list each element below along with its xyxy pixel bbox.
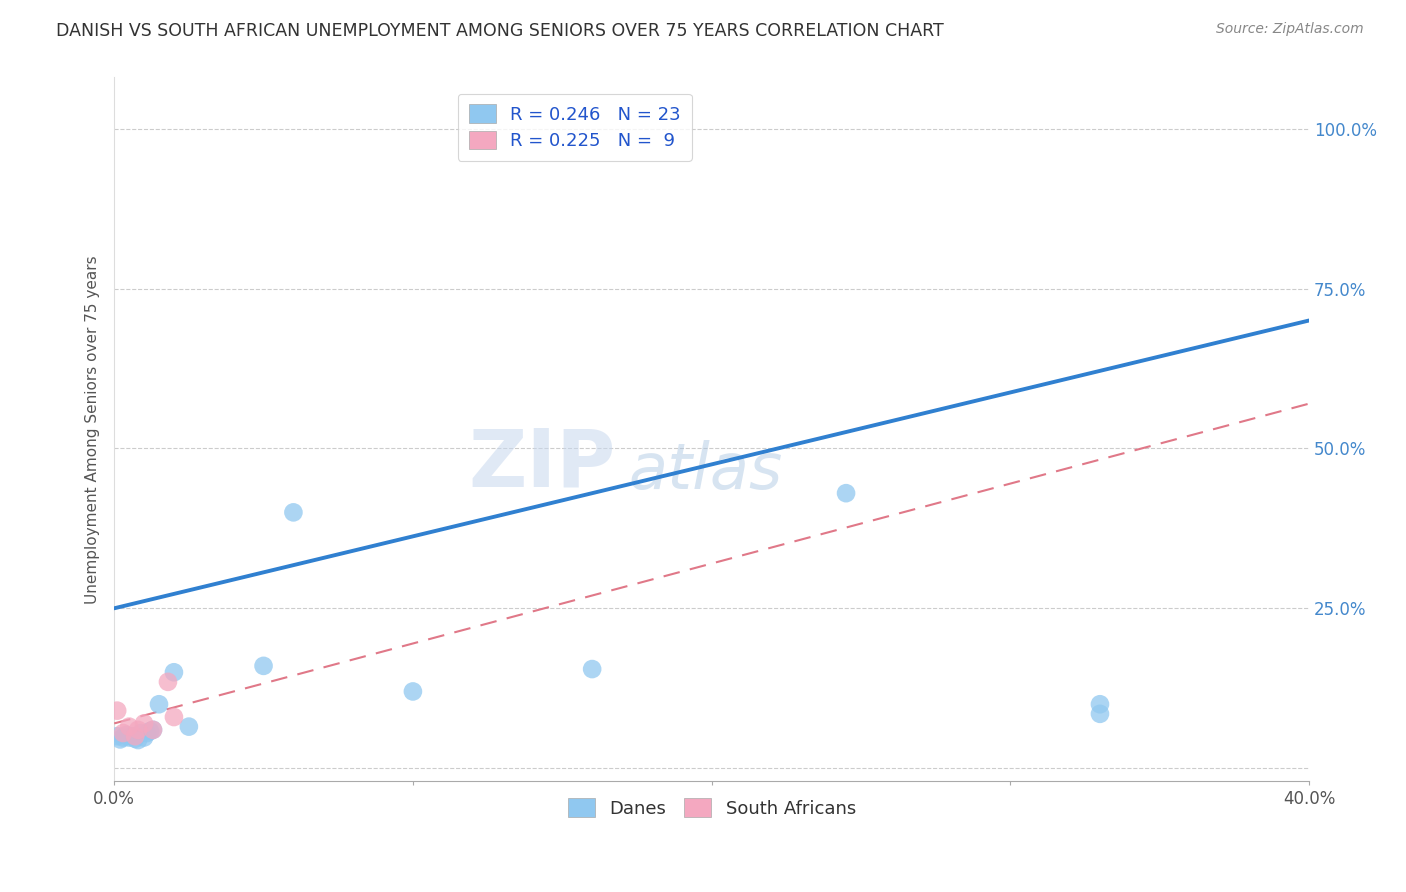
Text: atlas: atlas (628, 441, 782, 502)
Point (108, 732, 131, 747)
Point (112, 726, 135, 740)
Point (118, 731, 141, 745)
Point (1088, 698, 1111, 712)
Point (177, 720, 200, 734)
Point (156, 674, 179, 689)
Point (142, 723, 165, 737)
Text: Source: ZipAtlas.com: Source: ZipAtlas.com (1216, 22, 1364, 37)
Point (132, 716, 155, 731)
Point (132, 731, 155, 745)
Point (402, 684, 425, 698)
Text: ZIP: ZIP (468, 425, 616, 503)
Point (283, 505, 305, 519)
Y-axis label: Unemployment Among Seniors over 75 years: Unemployment Among Seniors over 75 years (86, 255, 100, 604)
Text: DANISH VS SOUTH AFRICAN UNEMPLOYMENT AMONG SENIORS OVER 75 YEARS CORRELATION CHA: DANISH VS SOUTH AFRICAN UNEMPLOYMENT AMO… (56, 22, 943, 40)
Point (124, 729, 146, 743)
Point (105, 729, 128, 743)
Point (148, 698, 170, 712)
Point (163, 710, 186, 724)
Point (118, 720, 141, 734)
Point (581, 662, 603, 676)
Point (129, 726, 152, 740)
Point (127, 723, 149, 737)
Point (105, 704, 128, 718)
Point (124, 731, 146, 746)
Point (121, 729, 143, 743)
Point (142, 723, 165, 737)
Point (136, 726, 159, 740)
Legend: Danes, South Africans: Danes, South Africans (561, 791, 863, 825)
Point (115, 728, 138, 742)
Point (835, 486, 858, 500)
Point (112, 731, 135, 745)
Point (163, 665, 186, 680)
Point (127, 733, 149, 747)
Point (1088, 706, 1111, 721)
Point (252, 658, 274, 673)
Point (139, 724, 162, 739)
